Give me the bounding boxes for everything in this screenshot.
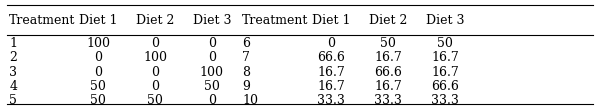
Text: Treatment: Treatment [9,14,76,27]
Text: 16.7: 16.7 [317,80,345,93]
Text: 100: 100 [143,51,167,64]
Text: 0: 0 [208,37,216,50]
Text: 4: 4 [9,80,17,93]
Text: 33.3: 33.3 [431,94,459,107]
Text: 0: 0 [208,94,216,107]
Text: Diet 1: Diet 1 [79,14,118,27]
Text: 3: 3 [9,66,17,79]
Text: 0: 0 [208,51,216,64]
Text: 16.7: 16.7 [431,66,459,79]
Text: 100: 100 [86,37,110,50]
Text: 10: 10 [242,94,258,107]
Text: 7: 7 [242,51,250,64]
Text: 1: 1 [9,37,17,50]
Text: Diet 1: Diet 1 [312,14,350,27]
Text: Treatment: Treatment [242,14,308,27]
Text: Diet 2: Diet 2 [369,14,407,27]
Text: 16.7: 16.7 [431,51,459,64]
Text: Diet 3: Diet 3 [425,14,464,27]
Text: 0: 0 [94,66,103,79]
Text: 50: 50 [437,37,453,50]
Text: 66.6: 66.6 [374,66,402,79]
Text: 50: 50 [380,37,396,50]
Text: 0: 0 [94,51,103,64]
Text: Diet 3: Diet 3 [193,14,231,27]
Text: 0: 0 [328,37,335,50]
Text: 16.7: 16.7 [374,51,402,64]
Text: 9: 9 [242,80,250,93]
Text: 33.3: 33.3 [317,94,345,107]
Text: 50: 50 [91,94,106,107]
Text: 50: 50 [91,80,106,93]
Text: 50: 50 [147,94,163,107]
Text: 5: 5 [9,94,17,107]
Text: 2: 2 [9,51,17,64]
Text: 0: 0 [151,66,159,79]
Text: 6: 6 [242,37,250,50]
Text: 66.6: 66.6 [431,80,459,93]
Text: 0: 0 [151,80,159,93]
Text: 33.3: 33.3 [374,94,402,107]
Text: 66.6: 66.6 [317,51,345,64]
Text: 16.7: 16.7 [317,66,345,79]
Text: 100: 100 [200,66,224,79]
Text: 50: 50 [204,80,220,93]
Text: 8: 8 [242,66,250,79]
Text: 0: 0 [151,37,159,50]
Text: Diet 2: Diet 2 [136,14,175,27]
Text: 16.7: 16.7 [374,80,402,93]
